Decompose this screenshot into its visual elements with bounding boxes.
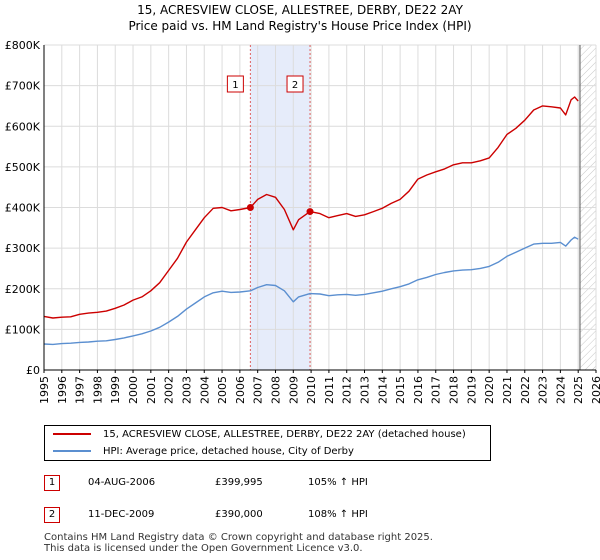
transaction-date: 04-AUG-2006 [88, 477, 156, 488]
transaction-hpi: 108% ↑ HPI [308, 509, 368, 520]
y-tick-label: £100K [5, 323, 41, 336]
transaction-date: 11-DEC-2009 [88, 509, 155, 520]
legend-label-property: 15, ACRESVIEW CLOSE, ALLESTREE, DERBY, D… [103, 429, 466, 440]
x-tick-label: 2006 [234, 376, 247, 404]
legend-swatch-hpi [53, 450, 91, 452]
x-tick-label: 2016 [412, 376, 425, 404]
footer-copyright: Contains HM Land Registry data © Crown c… [44, 532, 433, 543]
legend-label-hpi: HPI: Average price, detached house, City… [103, 446, 354, 457]
transaction-hpi: 105% ↑ HPI [308, 477, 368, 488]
footer-license: This data is licensed under the Open Gov… [44, 543, 363, 554]
y-tick-label: £500K [5, 161, 41, 174]
legend: 15, ACRESVIEW CLOSE, ALLESTREE, DERBY, D… [44, 425, 491, 461]
transaction-point [246, 204, 254, 212]
x-tick-label: 1996 [56, 376, 69, 404]
x-tick-label: 2001 [145, 376, 158, 404]
y-tick-label: £300K [5, 242, 41, 255]
transaction-label-box [226, 75, 244, 93]
x-tick-label: 1995 [38, 376, 51, 404]
x-tick-label: 2024 [554, 376, 567, 404]
transaction-badge: 2 [44, 507, 60, 523]
chart-title: 15, ACRESVIEW CLOSE, ALLESTREE, DERBY, D… [137, 3, 463, 17]
x-tick-label: 2003 [180, 376, 193, 404]
transaction-label-box [286, 75, 304, 93]
x-tick-label: 2022 [519, 376, 532, 404]
transaction-price: £390,000 [215, 509, 263, 520]
footer: Contains HM Land Registry data © Crown c… [44, 532, 433, 554]
x-tick-label: 2026 [590, 376, 600, 404]
x-tick-label: 1998 [91, 376, 104, 404]
x-tick-label: 2014 [376, 376, 389, 404]
x-tick-label: 2012 [341, 376, 354, 404]
x-tick-label: 2007 [252, 376, 265, 404]
property-price-line [43, 96, 579, 319]
x-tick-label: 2021 [501, 376, 514, 404]
x-tick-label: 2019 [465, 376, 478, 404]
transaction-price: £399,995 [215, 477, 263, 488]
x-tick-label: 2008 [269, 376, 282, 404]
transaction-label: 1 [232, 80, 238, 91]
hpi-line [43, 236, 579, 346]
y-tick-label: £0 [26, 364, 40, 377]
x-tick-label: 2005 [216, 376, 229, 404]
y-tick-label: £200K [5, 283, 41, 296]
transaction-label: 2 [292, 80, 298, 91]
x-tick-label: 2010 [305, 376, 318, 404]
x-tick-label: 2017 [430, 376, 443, 404]
x-tick-label: 1997 [74, 376, 87, 404]
transaction-point [306, 208, 314, 216]
chart-subtitle: Price paid vs. HM Land Registry's House … [128, 19, 472, 33]
x-tick-label: 2002 [163, 376, 176, 404]
y-tick-label: £400K [5, 202, 41, 215]
x-tick-label: 2000 [127, 376, 140, 404]
x-tick-label: 2025 [572, 376, 585, 404]
y-tick-label: £700K [5, 80, 41, 93]
price-chart: 1 2 £0 £100K £200K £300K £400K £500K £600K £700K £… [5, 39, 600, 404]
x-tick-label: 2013 [359, 376, 372, 404]
legend-item-hpi: HPI: Average price, detached house, City… [53, 444, 354, 460]
legend-swatch-property [53, 433, 91, 435]
x-tick-label: 2018 [448, 376, 461, 404]
x-tick-label: 2023 [537, 376, 550, 404]
y-tick-label: £600K [5, 120, 41, 133]
x-tick-label: 2015 [394, 376, 407, 404]
x-tick-label: 2020 [483, 376, 496, 404]
x-tick-label: 2009 [287, 376, 300, 404]
legend-item-property: 15, ACRESVIEW CLOSE, ALLESTREE, DERBY, D… [53, 427, 466, 443]
x-tick-label: 2011 [323, 376, 336, 404]
y-tick-label: £800K [5, 39, 41, 52]
transaction-badge: 1 [44, 475, 60, 491]
x-tick-label: 2004 [198, 376, 211, 404]
x-tick-label: 1999 [109, 376, 122, 404]
